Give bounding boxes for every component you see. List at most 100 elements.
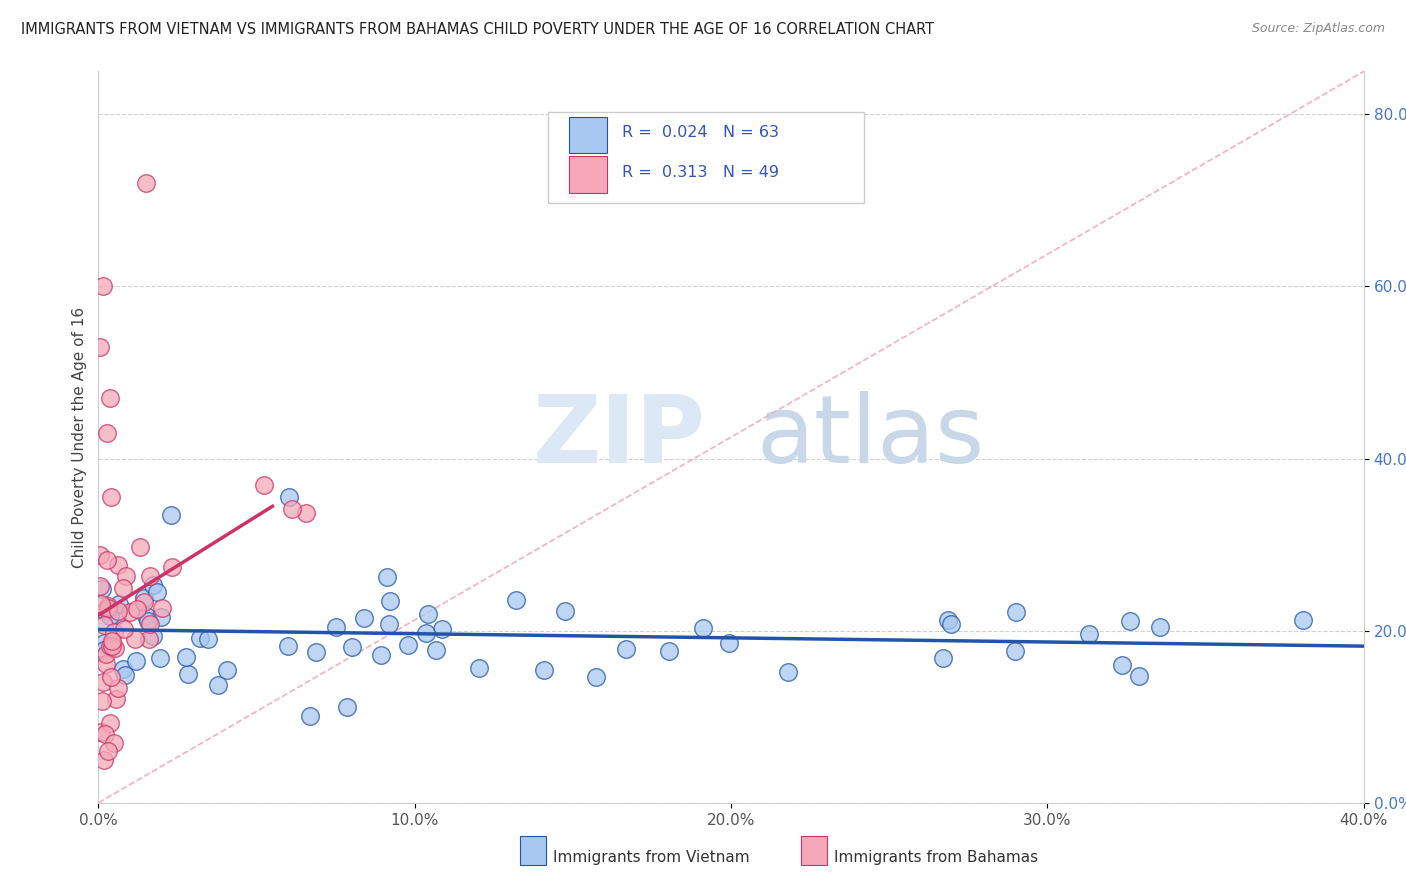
- Point: [378, 616, 401, 631]
- Point: [98, 392, 121, 406]
- Point: [100, 670, 122, 684]
- Point: [94, 657, 117, 671]
- Point: [932, 651, 955, 665]
- Point: [718, 636, 741, 650]
- Point: [295, 506, 318, 520]
- Point: [93, 636, 115, 650]
- Point: [100, 490, 122, 504]
- Point: [127, 602, 149, 616]
- Point: [1005, 605, 1028, 619]
- Point: [108, 597, 131, 611]
- Point: [132, 591, 155, 605]
- Point: [101, 639, 124, 653]
- Text: Immigrants from Vietnam: Immigrants from Vietnam: [553, 850, 749, 864]
- Point: [188, 631, 211, 645]
- Point: [197, 632, 219, 646]
- Point: [505, 593, 527, 607]
- Bar: [569, 117, 607, 153]
- Point: [112, 581, 135, 595]
- Point: [370, 648, 392, 663]
- Point: [93, 617, 115, 632]
- Point: [114, 668, 136, 682]
- Point: [776, 665, 799, 679]
- Point: [277, 491, 299, 505]
- Point: [146, 584, 169, 599]
- Point: [281, 501, 304, 516]
- Point: [160, 560, 183, 574]
- Point: [105, 692, 128, 706]
- Point: [177, 667, 200, 681]
- Point: [375, 570, 398, 584]
- Point: [939, 616, 962, 631]
- Point: [533, 664, 555, 678]
- Point: [1111, 657, 1133, 672]
- Y-axis label: Child Poverty Under the Age of 16: Child Poverty Under the Age of 16: [72, 307, 87, 567]
- Text: R =  0.313   N = 49: R = 0.313 N = 49: [623, 165, 779, 180]
- Point: [142, 577, 165, 591]
- Point: [107, 604, 129, 618]
- Point: [139, 617, 162, 632]
- Bar: [569, 156, 607, 193]
- Point: [136, 615, 159, 629]
- Text: IMMIGRANTS FROM VIETNAM VS IMMIGRANTS FROM BAHAMAS CHILD POVERTY UNDER THE AGE O: IMMIGRANTS FROM VIETNAM VS IMMIGRANTS FR…: [21, 22, 934, 37]
- Text: atlas: atlas: [756, 391, 984, 483]
- Point: [142, 629, 165, 643]
- Point: [277, 640, 299, 654]
- Point: [104, 641, 127, 656]
- Point: [148, 651, 170, 665]
- Point: [98, 716, 121, 731]
- Point: [91, 675, 114, 690]
- Point: [418, 607, 440, 621]
- Text: Immigrants from Bahamas: Immigrants from Bahamas: [834, 850, 1038, 864]
- Point: [396, 639, 419, 653]
- Point: [139, 569, 162, 583]
- Point: [90, 725, 112, 739]
- Point: [107, 681, 129, 696]
- Point: [90, 597, 112, 611]
- Point: [1291, 613, 1313, 627]
- Point: [124, 632, 146, 647]
- Point: [938, 614, 960, 628]
- Point: [103, 625, 125, 640]
- Text: ZIP: ZIP: [533, 391, 706, 483]
- Point: [253, 477, 276, 491]
- Point: [93, 643, 115, 657]
- Point: [299, 709, 322, 723]
- Point: [1004, 643, 1026, 657]
- Point: [93, 279, 115, 293]
- Point: [129, 541, 152, 555]
- Point: [112, 662, 135, 676]
- Point: [616, 642, 638, 657]
- Point: [89, 579, 111, 593]
- Point: [150, 601, 173, 615]
- Point: [554, 604, 576, 618]
- Point: [305, 644, 328, 658]
- Text: R =  0.024   N = 63: R = 0.024 N = 63: [623, 126, 779, 140]
- Point: [1119, 614, 1142, 628]
- Point: [107, 558, 129, 573]
- Point: [107, 607, 129, 622]
- Point: [91, 694, 114, 708]
- Point: [425, 643, 447, 657]
- Point: [1078, 627, 1101, 641]
- Point: [89, 548, 111, 562]
- Point: [585, 670, 607, 684]
- FancyBboxPatch shape: [547, 112, 863, 203]
- Point: [160, 508, 183, 522]
- Point: [135, 176, 157, 190]
- Point: [340, 640, 363, 654]
- Point: [100, 634, 122, 648]
- Point: [1128, 669, 1150, 683]
- Point: [150, 609, 173, 624]
- Point: [93, 604, 115, 618]
- Point: [658, 644, 681, 658]
- Point: [103, 735, 125, 749]
- Point: [135, 609, 157, 624]
- Point: [432, 622, 454, 636]
- Point: [1149, 620, 1171, 634]
- Point: [415, 626, 437, 640]
- Point: [98, 609, 121, 624]
- Point: [90, 582, 112, 596]
- Point: [378, 594, 401, 608]
- Text: Source: ZipAtlas.com: Source: ZipAtlas.com: [1251, 22, 1385, 36]
